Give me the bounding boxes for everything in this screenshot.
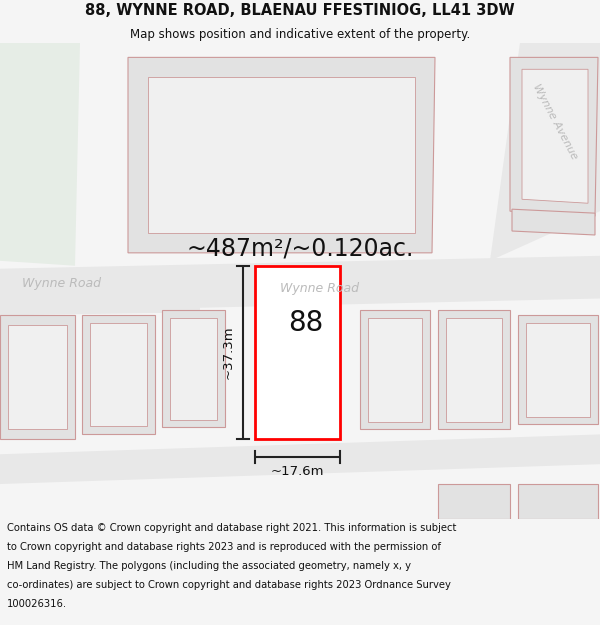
- Polygon shape: [518, 316, 598, 424]
- Polygon shape: [0, 256, 600, 312]
- Text: 88, WYNNE ROAD, BLAENAU FFESTINIOG, LL41 3DW: 88, WYNNE ROAD, BLAENAU FFESTINIOG, LL41…: [85, 3, 515, 18]
- Polygon shape: [255, 266, 340, 439]
- Text: ~37.3m: ~37.3m: [222, 326, 235, 379]
- Polygon shape: [512, 209, 595, 235]
- Polygon shape: [0, 42, 80, 266]
- Polygon shape: [522, 69, 588, 203]
- Polygon shape: [360, 311, 430, 429]
- Text: Contains OS data © Crown copyright and database right 2021. This information is : Contains OS data © Crown copyright and d…: [7, 523, 457, 533]
- Polygon shape: [162, 311, 225, 428]
- Polygon shape: [0, 316, 75, 439]
- Polygon shape: [90, 323, 147, 426]
- Polygon shape: [490, 42, 600, 261]
- Polygon shape: [510, 58, 598, 216]
- Polygon shape: [82, 316, 155, 434]
- Text: HM Land Registry. The polygons (including the associated geometry, namely x, y: HM Land Registry. The polygons (includin…: [7, 561, 411, 571]
- Polygon shape: [518, 484, 598, 519]
- Text: 100026316.: 100026316.: [7, 599, 67, 609]
- Polygon shape: [0, 434, 600, 484]
- Polygon shape: [438, 484, 510, 519]
- Polygon shape: [170, 318, 217, 419]
- Polygon shape: [148, 78, 415, 233]
- Polygon shape: [526, 323, 590, 416]
- Text: Wynne Road: Wynne Road: [22, 277, 101, 290]
- Text: ~17.6m: ~17.6m: [271, 465, 324, 478]
- Polygon shape: [8, 325, 67, 429]
- Text: to Crown copyright and database rights 2023 and is reproduced with the permissio: to Crown copyright and database rights 2…: [7, 542, 441, 552]
- Text: Wynne Road: Wynne Road: [280, 282, 359, 295]
- Text: 88: 88: [288, 309, 323, 337]
- Text: Wynne Avenue: Wynne Avenue: [531, 82, 579, 161]
- Text: ~487m²/~0.120ac.: ~487m²/~0.120ac.: [187, 237, 413, 261]
- Polygon shape: [490, 166, 600, 256]
- Polygon shape: [446, 318, 502, 421]
- Polygon shape: [368, 318, 422, 421]
- Polygon shape: [0, 271, 200, 316]
- Polygon shape: [438, 311, 510, 429]
- Polygon shape: [128, 58, 435, 253]
- Text: co-ordinates) are subject to Crown copyright and database rights 2023 Ordnance S: co-ordinates) are subject to Crown copyr…: [7, 580, 451, 590]
- Text: Map shows position and indicative extent of the property.: Map shows position and indicative extent…: [130, 28, 470, 41]
